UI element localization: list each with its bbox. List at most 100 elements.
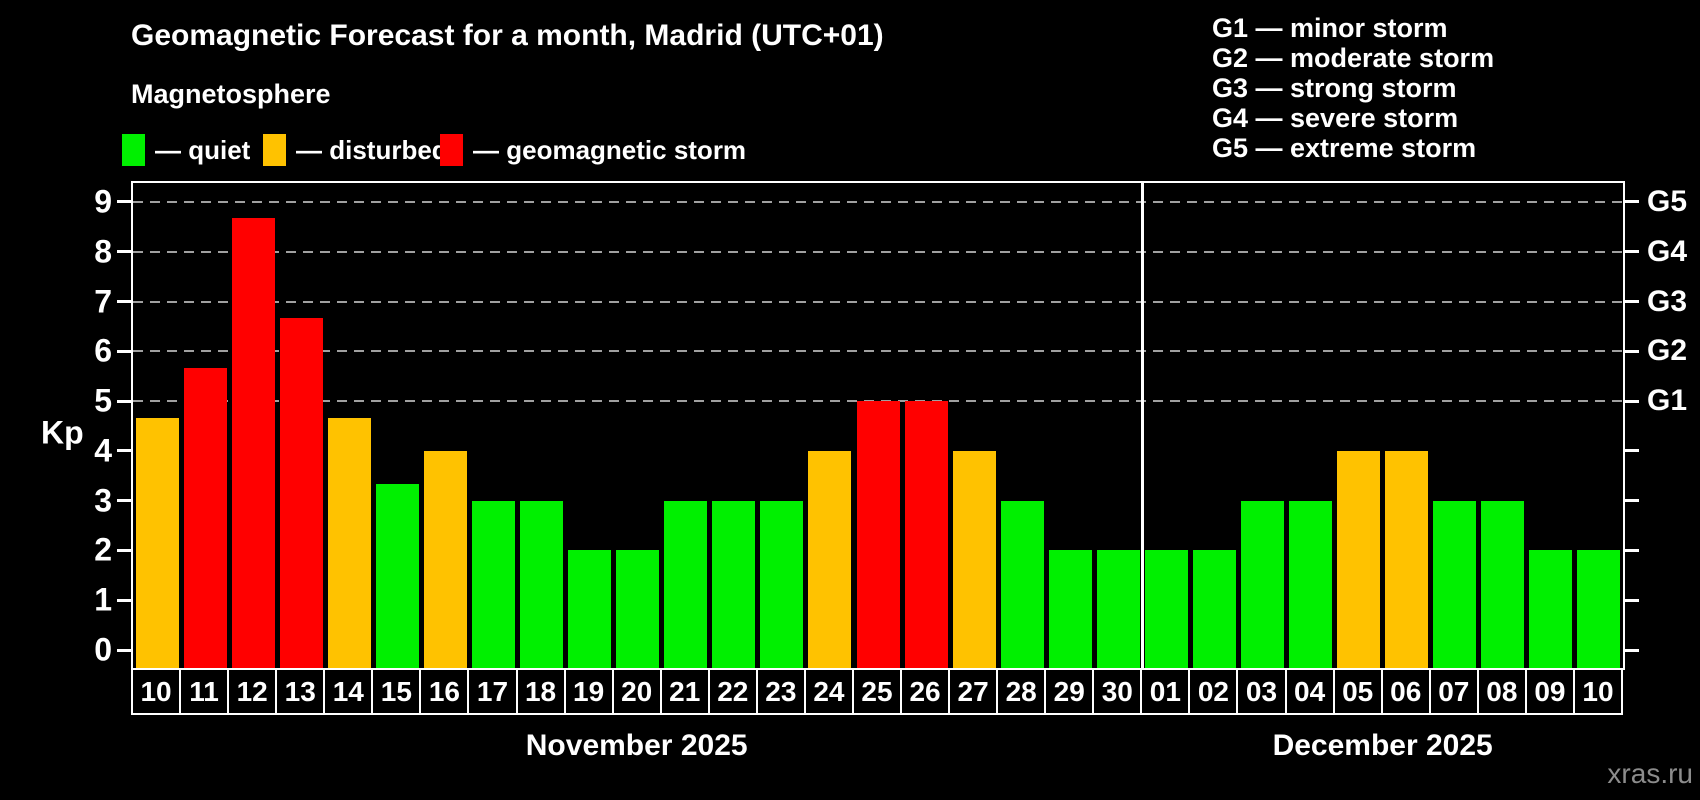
right-axis-tick <box>1625 349 1639 353</box>
month-label-november: November 2025 <box>525 729 748 762</box>
g-scale-legend-line: G5 — extreme storm <box>1212 133 1477 163</box>
kp-bar <box>423 450 467 668</box>
g-level-label: G2 <box>1647 334 1688 368</box>
day-label-cell: 25 <box>851 668 903 715</box>
day-label-cell: 19 <box>563 668 614 715</box>
right-axis-tick <box>1625 598 1639 602</box>
kp-bar <box>1577 550 1621 668</box>
day-label-cell: 18 <box>515 668 566 715</box>
y-axis-tick-label: 6 <box>94 332 112 369</box>
kp-bar <box>952 450 996 668</box>
kp-bar <box>1337 450 1381 668</box>
chart-title: Geomagnetic Forecast for a month, Madrid… <box>131 19 884 52</box>
kp-bar <box>1385 450 1429 668</box>
disturbed-color-swatch <box>263 134 286 166</box>
day-label-cell: 29 <box>1044 668 1095 715</box>
day-label-cell: 17 <box>467 668 518 715</box>
day-label-cell: 05 <box>1332 668 1383 715</box>
kp-bar <box>1241 500 1285 668</box>
plot-area <box>131 181 1625 670</box>
g-level-label: G5 <box>1647 184 1688 218</box>
y-axis-tick-label: 7 <box>94 283 112 320</box>
kp-bar <box>327 417 371 668</box>
day-label-cell: 26 <box>900 668 951 715</box>
y-axis-tick-label: 1 <box>94 581 112 618</box>
day-label-cell: 12 <box>227 668 278 715</box>
y-axis-tick <box>117 598 131 602</box>
day-label-cell: 07 <box>1428 668 1479 715</box>
kp-bar <box>135 417 179 668</box>
legend-item-storm: — geomagnetic storm <box>440 134 746 166</box>
day-label-cell: 08 <box>1476 668 1527 715</box>
gridline-kp5 <box>133 400 1623 403</box>
kp-bar <box>183 367 227 668</box>
y-axis-title: Kp <box>41 414 84 451</box>
y-axis-tick <box>117 449 131 453</box>
kp-bar <box>1048 550 1092 668</box>
kp-bar <box>1289 500 1333 668</box>
right-axis-tick <box>1625 300 1639 304</box>
kp-bar <box>616 550 660 668</box>
day-label-cell: 14 <box>323 668 374 715</box>
kp-bar <box>1192 550 1236 668</box>
kp-bar <box>856 401 900 668</box>
y-axis-tick-label: 9 <box>94 183 112 220</box>
g-level-label: G4 <box>1647 234 1688 268</box>
g-level-label: G1 <box>1647 384 1688 418</box>
day-label-cell: 30 <box>1092 668 1143 715</box>
kp-bar <box>568 550 612 668</box>
day-label-cell: 04 <box>1284 668 1335 715</box>
day-label-cell: 15 <box>371 668 422 715</box>
right-axis-tick <box>1625 548 1639 552</box>
gridline-kp6 <box>133 350 1623 353</box>
y-axis-tick <box>117 349 131 353</box>
g-scale-legend-line: G4 — severe storm <box>1212 103 1459 133</box>
g-scale-legend-line: G1 — minor storm <box>1212 13 1448 43</box>
chart-subtitle: Magnetosphere <box>131 79 331 109</box>
y-axis-tick <box>117 499 131 503</box>
gridline-kp8 <box>133 250 1623 253</box>
day-label-cell: 10 <box>131 668 182 715</box>
month-label-december: December 2025 <box>1272 729 1493 762</box>
y-axis-tick-label: 3 <box>94 482 112 519</box>
legend-item-quiet: — quiet <box>122 134 250 166</box>
y-axis-tick <box>117 200 131 204</box>
kp-bar <box>231 218 275 668</box>
right-axis-tick <box>1625 399 1639 403</box>
month-separator-line <box>1140 183 1144 668</box>
y-axis-tick <box>117 300 131 304</box>
legend-label: — quiet <box>155 134 251 165</box>
y-axis-tick-label: 4 <box>94 432 112 469</box>
day-label-cell: 02 <box>1188 668 1239 715</box>
day-label-cell: 09 <box>1524 668 1575 715</box>
g-scale-legend-line: G2 — moderate storm <box>1212 43 1495 73</box>
right-axis-tick <box>1625 499 1639 503</box>
kp-bar <box>904 401 948 668</box>
kp-bar <box>664 500 708 668</box>
day-label-cell: 24 <box>803 668 854 715</box>
kp-bar <box>279 317 323 668</box>
quiet-color-swatch <box>122 134 145 166</box>
y-axis-tick <box>117 250 131 254</box>
kp-bar <box>1144 550 1188 668</box>
kp-bar <box>1096 550 1140 668</box>
y-axis-tick-label: 5 <box>94 382 112 419</box>
y-axis-tick <box>117 648 131 652</box>
y-axis-tick <box>117 548 131 552</box>
gridline-kp9 <box>133 200 1623 203</box>
kp-bar <box>520 500 564 668</box>
day-label-cell: 13 <box>275 668 326 715</box>
right-axis-tick <box>1625 250 1639 254</box>
y-axis-tick-label: 8 <box>94 233 112 270</box>
legend-label: — geomagnetic storm <box>473 134 747 165</box>
day-label-cell: 23 <box>755 668 806 715</box>
kp-bar <box>760 500 804 668</box>
kp-bar <box>808 450 852 668</box>
day-label-cell: 22 <box>707 668 758 715</box>
legend-label: — disturbed <box>296 134 448 165</box>
watermark: xras.ru <box>1607 758 1693 789</box>
kp-bar <box>375 484 419 668</box>
kp-bar <box>471 500 515 668</box>
y-axis-tick-label: 0 <box>94 631 112 668</box>
